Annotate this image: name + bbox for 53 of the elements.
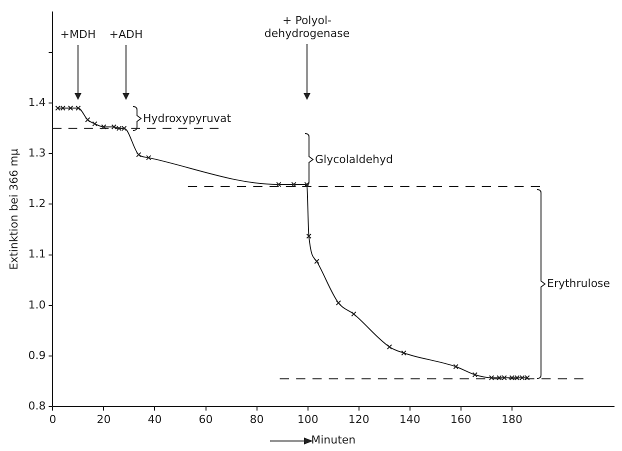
annotation: Erythrulose bbox=[547, 277, 610, 290]
point bbox=[60, 106, 66, 111]
y-tick-label: 0.8 bbox=[28, 399, 46, 412]
point bbox=[401, 350, 406, 356]
point bbox=[453, 364, 458, 370]
point bbox=[76, 106, 81, 111]
y-tick-label: 1.1 bbox=[28, 248, 46, 261]
point bbox=[122, 126, 127, 131]
point bbox=[68, 106, 74, 111]
y-axis-title: Extinktion bei 366 mμ bbox=[7, 148, 20, 270]
point bbox=[496, 375, 502, 380]
x-tick-label: 160 bbox=[450, 413, 472, 426]
x-tick-label: 20 bbox=[96, 413, 111, 426]
point bbox=[314, 258, 320, 264]
point bbox=[502, 375, 507, 380]
point bbox=[116, 126, 122, 131]
point bbox=[85, 117, 90, 122]
point bbox=[472, 372, 478, 378]
point bbox=[524, 375, 530, 380]
y-tick-label: 1.4 bbox=[28, 96, 46, 109]
x-axis-title: Minuten bbox=[311, 433, 356, 446]
annotation: Hydroxypyruvat bbox=[143, 112, 232, 124]
point bbox=[514, 375, 520, 380]
y-tick-label: 0.9 bbox=[28, 348, 46, 362]
annotation: +ADH bbox=[109, 28, 143, 41]
point bbox=[146, 155, 152, 160]
annotation: +MDH bbox=[60, 28, 96, 41]
point bbox=[136, 152, 142, 158]
point bbox=[336, 300, 342, 306]
y-tick-label: 1.2 bbox=[28, 197, 46, 210]
point bbox=[92, 121, 98, 126]
x-tick-label: 60 bbox=[198, 413, 213, 426]
point bbox=[509, 375, 515, 380]
x-tick-label: 80 bbox=[250, 413, 264, 426]
x-tick-label: 140 bbox=[399, 413, 420, 426]
annotation: + Polyol- dehydrogenase bbox=[263, 14, 351, 40]
x-tick-label: 100 bbox=[297, 413, 318, 426]
x-tick-label: 40 bbox=[148, 413, 162, 426]
point bbox=[291, 182, 296, 188]
point bbox=[520, 375, 525, 380]
point bbox=[386, 344, 392, 350]
y-tick-label: 1.3 bbox=[28, 146, 46, 160]
x-tick-label: 0 bbox=[49, 413, 56, 426]
point bbox=[276, 182, 282, 188]
annotation: Glycolaldehyd bbox=[315, 152, 393, 166]
x-tick-label: 120 bbox=[348, 413, 370, 426]
point bbox=[351, 311, 356, 317]
y-tick-label: 1.0 bbox=[28, 298, 46, 312]
point bbox=[488, 375, 494, 380]
x-tick-label: 180 bbox=[501, 413, 522, 426]
point bbox=[111, 124, 117, 130]
point bbox=[306, 233, 312, 239]
point bbox=[101, 124, 106, 130]
